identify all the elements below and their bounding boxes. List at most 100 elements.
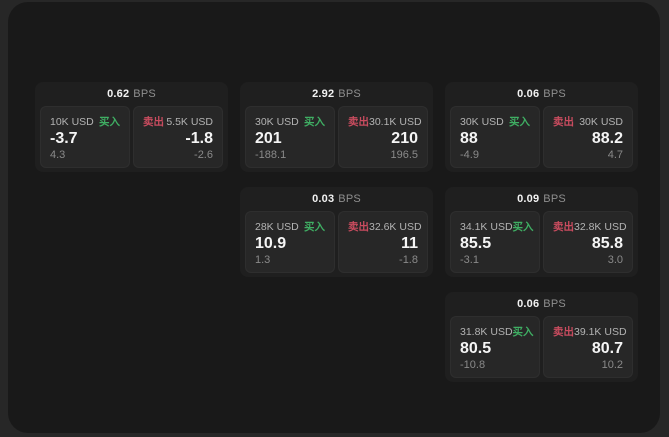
sell-side-label: 卖出	[348, 221, 369, 233]
sell-price: -1.8	[185, 130, 213, 148]
buy-notional: 28K USD	[255, 220, 299, 233]
buy-price: 10.9	[255, 235, 287, 253]
bps-unit-label: BPS	[338, 193, 361, 205]
buy-notional: 31.8K USD	[460, 325, 513, 338]
buy-notional: 30K USD	[460, 115, 504, 128]
quote-card: 0.06 BPS 31.8K USD 买入 80.5 -10.8 卖出 39.1…	[445, 292, 638, 382]
buy-price: -3.7	[50, 130, 78, 148]
bps-unit-label: BPS	[543, 88, 566, 100]
buy-price: 80.5	[460, 340, 492, 358]
spread-value: 0.03	[312, 193, 335, 205]
sell-price: 210	[391, 130, 418, 148]
buy-quote-panel[interactable]: 34.1K USD 买入 85.5 -3.1	[450, 211, 540, 273]
sell-panel-top: 卖出 39.1K USD	[553, 324, 627, 339]
buy-side-label: 买入	[512, 326, 534, 338]
bps-unit-label: BPS	[338, 88, 361, 100]
spread-value: 2.92	[312, 88, 335, 100]
sell-panel-top: 卖出 32.6K USD	[348, 219, 422, 234]
buy-change: -10.8	[460, 359, 486, 371]
buy-side-label: 买入	[304, 221, 325, 233]
app-window: 0.62 BPS 10K USD 买入 -3.7 4.3 卖出 5.5K USD…	[8, 2, 660, 433]
sell-price: 88.2	[591, 130, 623, 148]
sell-panel-top: 卖出 5.5K USD	[143, 114, 213, 129]
buy-quote-panel[interactable]: 30K USD 买入 201 -188.1	[245, 106, 335, 168]
buy-change: 1.3	[255, 254, 271, 266]
sell-change: -1.8	[399, 254, 418, 266]
quote-cards-grid: 0.62 BPS 10K USD 买入 -3.7 4.3 卖出 5.5K USD…	[35, 82, 638, 382]
buy-sell-panels: 30K USD 买入 88 -4.9 卖出 30K USD 88.2 4.7	[450, 106, 633, 168]
buy-notional: 10K USD	[50, 115, 94, 128]
sell-notional: 32.6K USD	[369, 220, 422, 233]
bps-unit-label: BPS	[133, 88, 156, 100]
sell-panel-top: 卖出 30.1K USD	[348, 114, 422, 129]
buy-side-label: 买入	[99, 116, 120, 128]
spread-header: 0.09 BPS	[450, 187, 633, 211]
buy-sell-panels: 34.1K USD 买入 85.5 -3.1 卖出 32.8K USD 85.8…	[450, 211, 633, 273]
buy-price: 85.5	[460, 235, 492, 253]
buy-panel-top: 31.8K USD 买入	[460, 324, 534, 339]
buy-side-label: 买入	[512, 221, 534, 233]
spread-value: 0.06	[517, 88, 540, 100]
spread-value: 0.06	[517, 298, 540, 310]
buy-quote-panel[interactable]: 31.8K USD 买入 80.5 -10.8	[450, 316, 540, 378]
sell-change: -2.6	[194, 149, 213, 161]
sell-side-label: 卖出	[553, 326, 574, 338]
sell-notional: 30K USD	[579, 115, 623, 128]
bps-unit-label: BPS	[543, 193, 566, 205]
sell-panel-top: 卖出 30K USD	[553, 114, 623, 129]
buy-change: -4.9	[460, 149, 479, 161]
sell-notional: 5.5K USD	[166, 115, 213, 128]
spread-header: 0.06 BPS	[450, 82, 633, 106]
quote-card: 0.62 BPS 10K USD 买入 -3.7 4.3 卖出 5.5K USD…	[35, 82, 228, 172]
quote-card: 2.92 BPS 30K USD 买入 201 -188.1 卖出 30.1K …	[240, 82, 433, 172]
buy-panel-top: 34.1K USD 买入	[460, 219, 534, 234]
sell-price: 11	[401, 235, 418, 253]
buy-panel-top: 30K USD 买入	[255, 114, 325, 129]
sell-quote-panel[interactable]: 卖出 30K USD 88.2 4.7	[543, 106, 633, 168]
sell-panel-top: 卖出 32.8K USD	[553, 219, 627, 234]
quote-card: 0.03 BPS 28K USD 买入 10.9 1.3 卖出 32.6K US…	[240, 187, 433, 277]
buy-sell-panels: 10K USD 买入 -3.7 4.3 卖出 5.5K USD -1.8 -2.…	[40, 106, 223, 168]
buy-notional: 34.1K USD	[460, 220, 513, 233]
spread-value: 0.09	[517, 193, 540, 205]
sell-change: 4.7	[607, 149, 623, 161]
sell-notional: 39.1K USD	[574, 325, 627, 338]
buy-side-label: 买入	[509, 116, 530, 128]
sell-quote-panel[interactable]: 卖出 32.6K USD 11 -1.8	[338, 211, 428, 273]
buy-panel-top: 28K USD 买入	[255, 219, 325, 234]
sell-quote-panel[interactable]: 卖出 30.1K USD 210 196.5	[338, 106, 428, 168]
buy-price: 88	[460, 130, 478, 148]
buy-sell-panels: 30K USD 买入 201 -188.1 卖出 30.1K USD 210 1…	[245, 106, 428, 168]
sell-change: 10.2	[601, 359, 623, 371]
sell-change: 3.0	[607, 254, 623, 266]
buy-change: -188.1	[255, 149, 287, 161]
sell-quote-panel[interactable]: 卖出 32.8K USD 85.8 3.0	[543, 211, 633, 273]
sell-side-label: 卖出	[348, 116, 369, 128]
sell-side-label: 卖出	[143, 116, 164, 128]
spread-header: 0.62 BPS	[40, 82, 223, 106]
buy-notional: 30K USD	[255, 115, 299, 128]
buy-change: 4.3	[50, 149, 66, 161]
buy-change: -3.1	[460, 254, 479, 266]
buy-quote-panel[interactable]: 28K USD 买入 10.9 1.3	[245, 211, 335, 273]
buy-side-label: 买入	[304, 116, 325, 128]
buy-sell-panels: 31.8K USD 买入 80.5 -10.8 卖出 39.1K USD 80.…	[450, 316, 633, 378]
spread-header: 0.03 BPS	[245, 187, 428, 211]
quote-card: 0.09 BPS 34.1K USD 买入 85.5 -3.1 卖出 32.8K…	[445, 187, 638, 277]
sell-quote-panel[interactable]: 卖出 39.1K USD 80.7 10.2	[543, 316, 633, 378]
spread-value: 0.62	[107, 88, 130, 100]
buy-quote-panel[interactable]: 30K USD 买入 88 -4.9	[450, 106, 540, 168]
sell-price: 85.8	[591, 235, 623, 253]
spread-header: 2.92 BPS	[245, 82, 428, 106]
sell-change: 196.5	[390, 149, 418, 161]
sell-quote-panel[interactable]: 卖出 5.5K USD -1.8 -2.6	[133, 106, 223, 168]
sell-notional: 30.1K USD	[369, 115, 422, 128]
buy-panel-top: 30K USD 买入	[460, 114, 530, 129]
bps-unit-label: BPS	[543, 298, 566, 310]
buy-quote-panel[interactable]: 10K USD 买入 -3.7 4.3	[40, 106, 130, 168]
sell-notional: 32.8K USD	[574, 220, 627, 233]
buy-sell-panels: 28K USD 买入 10.9 1.3 卖出 32.6K USD 11 -1.8	[245, 211, 428, 273]
buy-panel-top: 10K USD 买入	[50, 114, 120, 129]
spread-header: 0.06 BPS	[450, 292, 633, 316]
sell-side-label: 卖出	[553, 116, 574, 128]
